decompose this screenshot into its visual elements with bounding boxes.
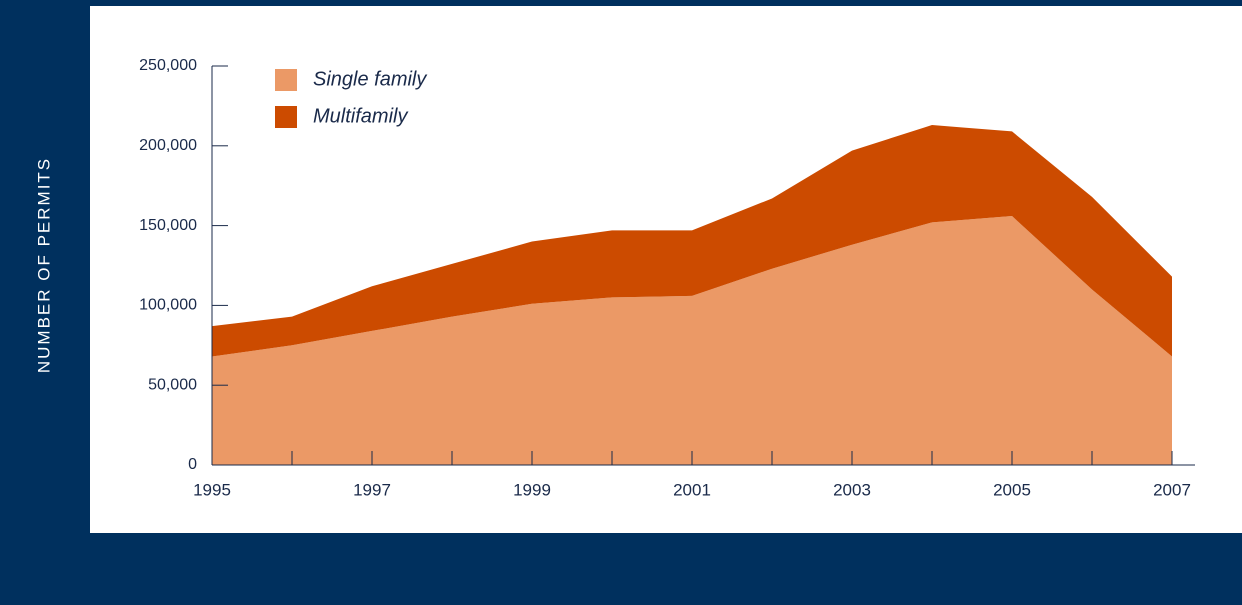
x-tick-label: 1997 — [353, 480, 391, 499]
area — [212, 125, 1172, 357]
y-tick-label: 0 — [188, 456, 197, 473]
legend-swatch — [275, 106, 297, 128]
y-tick-label: 200,000 — [139, 137, 197, 154]
y-tick-label: 150,000 — [139, 217, 197, 234]
legend-label: Multifamily — [313, 105, 408, 127]
y-tick-label: 100,000 — [139, 297, 197, 314]
y-axis-label: NUMBER OF PERMITS — [34, 157, 53, 373]
y-tick-label: 50,000 — [148, 376, 197, 393]
x-tick-label: 2007 — [1153, 480, 1191, 499]
y-tick-label: 250,000 — [139, 57, 197, 74]
x-tick-label: 2003 — [833, 480, 871, 499]
x-tick-label: 2001 — [673, 480, 711, 499]
x-tick-label: 1999 — [513, 480, 551, 499]
x-tick-label: 1995 — [193, 480, 231, 499]
legend-label: Single family — [313, 68, 427, 90]
area — [212, 216, 1172, 465]
legend-swatch — [275, 69, 297, 91]
x-tick-label: 2005 — [993, 480, 1031, 499]
